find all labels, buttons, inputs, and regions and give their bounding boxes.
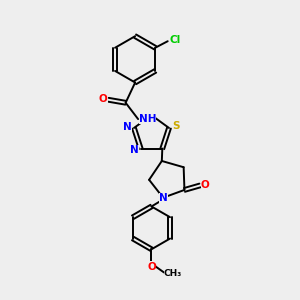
Text: N: N <box>159 193 167 203</box>
Text: NH: NH <box>139 114 156 124</box>
Text: O: O <box>99 94 107 104</box>
Text: N: N <box>123 122 132 132</box>
Text: N: N <box>130 145 139 155</box>
Text: CH₃: CH₃ <box>164 268 182 278</box>
Text: S: S <box>172 121 179 131</box>
Text: O: O <box>201 180 210 190</box>
Text: O: O <box>147 262 156 272</box>
Text: Cl: Cl <box>170 35 181 45</box>
